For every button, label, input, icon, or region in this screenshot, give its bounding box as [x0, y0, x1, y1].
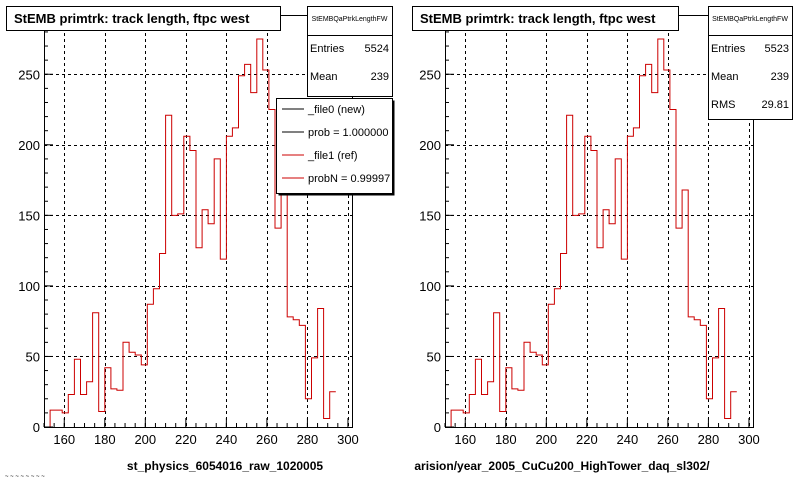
y-tick-label: 100 [419, 279, 441, 294]
chart-title: StEMB primtrk: track length, ftpc west [14, 11, 250, 26]
plot-frame [445, 15, 754, 428]
x-tick-label: 300 [337, 432, 359, 447]
footer-corner-text: ~ ~ ~ ~ ~ ~ ~ ~ [5, 474, 45, 480]
x-tick-label: 200 [535, 432, 557, 447]
y-tick-label: 250 [18, 67, 40, 82]
legend-entry-label: _file0 (new) [307, 104, 365, 116]
title-box [6, 6, 281, 31]
x-tick-label: 240 [216, 432, 238, 447]
x-tick-label: 280 [297, 432, 319, 447]
y-tick-label: 0 [33, 420, 40, 435]
stats-label: Entries [711, 43, 746, 55]
x-tick-label: 260 [657, 432, 679, 447]
y-tick-label: 50 [427, 349, 441, 364]
stats-box [307, 6, 393, 97]
y-tick-label: 100 [18, 279, 40, 294]
x-tick-label: 160 [53, 432, 75, 447]
histogram-panel-2: 160 180 200 220 240 260 280 300 0 50 100 150 200 250 S… [400, 0, 793, 473]
legend-entry-label: _file1 (ref) [307, 150, 358, 162]
x-tick-label: 180 [94, 432, 116, 447]
y-tick-label: 200 [18, 138, 40, 153]
stats-value: 29.81 [761, 99, 789, 111]
x-tick-label: 160 [454, 432, 476, 447]
x-tick-label: 280 [698, 432, 720, 447]
legend-entry-label: probN = 0.99997 [308, 173, 390, 185]
x-tick-label: 300 [738, 432, 760, 447]
plot-frame [44, 15, 353, 428]
stats-box-name: StEMBQaPtrkLengthFW [712, 16, 788, 23]
x-axis-label: arision/year_2005_CuCu200_HighTower_daq_… [414, 459, 710, 473]
x-tick-label: 260 [256, 432, 278, 447]
histogram-series-line [445, 38, 737, 428]
y-tick-label: 250 [419, 67, 441, 82]
x-axis-label: st_physics_6054016_raw_1020005 [127, 459, 323, 473]
y-tick-label: 0 [434, 420, 441, 435]
stats-value: 239 [771, 71, 789, 83]
y-tick-label: 50 [26, 349, 40, 364]
stats-value: 239 [371, 71, 389, 83]
chart-title: StEMB primtrk: track length, ftpc west [420, 11, 656, 26]
legend-entry-label: prob = 1.000000 [308, 127, 388, 139]
stats-label: RMS [711, 99, 735, 111]
stats-label: Mean [711, 71, 739, 83]
y-tick-label: 150 [18, 208, 40, 223]
pad-frame [0, 0, 392, 458]
y-tick-label: 150 [419, 208, 441, 223]
title-box [412, 6, 679, 31]
stats-value: 5523 [765, 43, 789, 55]
x-tick-label: 180 [495, 432, 517, 447]
stats-label: Entries [310, 43, 345, 55]
stats-box [708, 6, 793, 120]
x-tick-label: 200 [134, 432, 156, 447]
stats-box-name: StEMBQaPtrkLengthFW [312, 16, 388, 23]
histogram-panel-1: 160 180 200 220 240 260 280 300 0 50 100 150 200 250 S… [0, 0, 395, 473]
x-tick-label: 240 [617, 432, 639, 447]
x-tick-label: 220 [576, 432, 598, 447]
stats-value: 5524 [365, 43, 389, 55]
stats-label: Mean [310, 71, 338, 83]
pad-frame [400, 0, 792, 458]
histogram-series-line [44, 38, 336, 428]
y-tick-label: 200 [419, 138, 441, 153]
x-tick-label: 220 [175, 432, 197, 447]
legend: _file0 (new) prob = 1.000000 _file1 (ref) p… [276, 98, 395, 196]
